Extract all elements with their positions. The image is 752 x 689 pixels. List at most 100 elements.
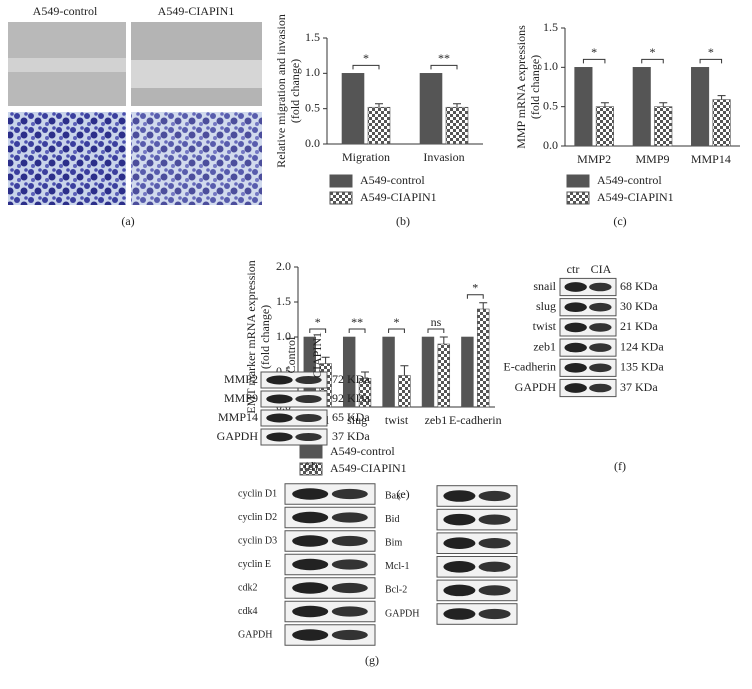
blot-band (564, 282, 587, 292)
blot-band (564, 302, 587, 313)
blot-label: snail (533, 279, 556, 293)
lane-label: CIA (591, 262, 612, 276)
invasion-image (131, 112, 262, 205)
blot-band (331, 488, 368, 500)
blot-band (564, 383, 587, 393)
blot-size: 92 KDa (332, 391, 370, 405)
x-tick-label: Invasion (423, 150, 464, 164)
blot-band (478, 490, 511, 502)
blot-band (292, 488, 329, 500)
blot-label: GAPDH (515, 380, 557, 394)
y-axis-label-line: Relative migration and invasion (274, 14, 288, 168)
y-axis-label-line: (fold change) (258, 305, 272, 369)
y-axis-label-line: EMT marker mRNA expression (244, 260, 258, 413)
y-tick-label: 1.5 (543, 20, 558, 34)
legend-label: A549-control (597, 173, 662, 187)
x-tick-label: MMP14 (691, 152, 731, 166)
blot-band (589, 282, 612, 292)
bar (691, 67, 710, 147)
blot-label: Bcl-2 (385, 585, 407, 596)
bar (419, 73, 443, 145)
legend-swatch (566, 174, 590, 188)
error-bar (321, 356, 330, 364)
blot-label: zeb1 (533, 339, 556, 353)
column-label: A549-control (33, 4, 98, 18)
significance-bracket (348, 328, 366, 333)
blot-band (331, 559, 368, 570)
caption: (f) (614, 459, 626, 473)
bar (437, 343, 451, 408)
blot-band (292, 582, 329, 594)
bar (382, 336, 395, 408)
blot-size: 65 KDa (332, 410, 370, 424)
significance-bracket (582, 58, 606, 64)
invasion-image (8, 112, 126, 205)
caption: (g) (365, 653, 379, 667)
blot-band (443, 561, 476, 573)
significance-label: * (650, 45, 656, 59)
y-axis-label-line: MMP mRNA expressions (514, 25, 528, 149)
blot-label: cdk4 (238, 606, 257, 617)
significance-label: * (394, 315, 400, 329)
blot-band (266, 413, 293, 423)
significance-bracket (352, 64, 380, 70)
blot-band (564, 342, 587, 353)
blot-band (292, 535, 329, 547)
significance-bracket (427, 328, 445, 333)
y-axis-label-line: (fold change) (288, 59, 302, 123)
legend-swatch (299, 445, 323, 459)
blot-size: 68 KDa (620, 279, 658, 293)
column-label: A549-CIAPIN1 (158, 4, 235, 18)
y-axis-label: Relative migration and invasion (fold cha… (274, 14, 302, 168)
error-bar (717, 95, 726, 100)
error-bar (375, 103, 383, 108)
bar (367, 106, 391, 145)
blot-label: cyclin E (238, 559, 271, 570)
bar (632, 67, 651, 147)
y-tick-label: 0.5 (305, 100, 320, 114)
blot-band (443, 608, 476, 620)
blot-label: Bim (385, 537, 402, 548)
blot-label: MMP9 (224, 391, 258, 405)
blot-label: cyclin D1 (238, 488, 277, 499)
significance-label: ns (431, 315, 442, 329)
blot-size: 124 KDa (620, 339, 664, 353)
significance-label: * (472, 280, 478, 294)
blot-band (331, 582, 368, 594)
y-tick-label: 2.0 (276, 259, 291, 273)
blot-label: E-cadherin (503, 360, 556, 374)
significance-label: * (708, 45, 714, 59)
x-tick-label: MMP2 (577, 152, 611, 166)
blot-band (295, 395, 322, 403)
error-bar (361, 371, 370, 379)
lane-label: Control (284, 336, 298, 373)
significance-label: ** (351, 315, 363, 329)
legend-label: A549-CIAPIN1 (360, 190, 437, 204)
x-tick-label: zeb1 (425, 413, 448, 427)
legend-swatch (329, 174, 353, 188)
blot-band (295, 376, 322, 384)
blot-band (292, 511, 329, 524)
caption: (c) (613, 214, 626, 228)
blot-band (443, 537, 476, 549)
x-tick-label: MMP9 (635, 152, 669, 166)
bar (654, 106, 673, 147)
blot-band (589, 343, 612, 352)
blot-label: slug (536, 299, 556, 313)
significance-bracket (699, 58, 723, 64)
blot-band (589, 302, 612, 312)
blot-band (478, 561, 511, 572)
bar (476, 308, 490, 408)
blot-label: Mcl-1 (385, 561, 409, 572)
error-bar (400, 365, 409, 376)
legend-swatch (566, 191, 590, 205)
caption: (d) (304, 459, 318, 473)
legend-label: A549-CIAPIN1 (330, 461, 407, 475)
y-tick-label: 0.5 (543, 98, 558, 112)
blot-size: 37 KDa (620, 380, 658, 394)
bar (421, 336, 435, 408)
blot-band (331, 606, 368, 617)
scratch-gap (131, 60, 262, 88)
error-bar (600, 102, 609, 107)
